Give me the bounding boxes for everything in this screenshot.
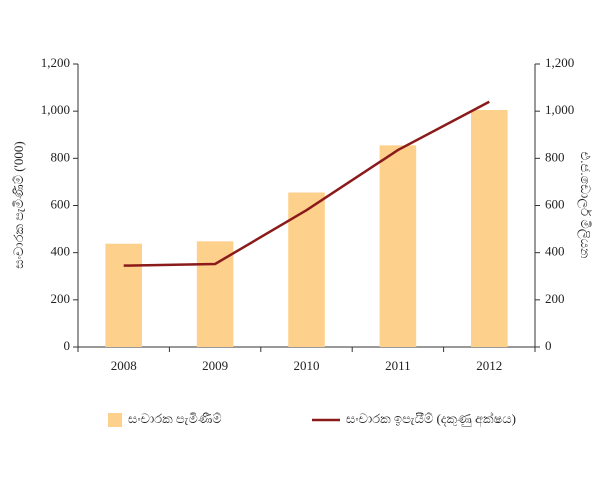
y-tick-label: 800 [51, 149, 71, 164]
x-tick-label: 2008 [111, 358, 137, 373]
y2-tick-label: 0 [545, 338, 552, 353]
y2-tick-label: 200 [545, 291, 565, 306]
bar [471, 109, 508, 347]
y2-axis-label: එ.ජ.ඩොලර් මිලියන [577, 151, 593, 258]
y-tick-label: 200 [51, 291, 71, 306]
legend-label: සංචාරක පැමිණීම් [128, 411, 222, 426]
bar [196, 241, 234, 347]
y-tick-label: 600 [51, 196, 71, 211]
x-tick-label: 2011 [385, 358, 411, 373]
y2-tick-label: 800 [545, 149, 565, 164]
y2-tick-label: 1,000 [545, 102, 574, 117]
x-tick-label: 2010 [294, 358, 320, 373]
line [123, 100, 490, 267]
y-axis-label: සංචාරක පැමිණීම් ('000) [11, 141, 26, 268]
legend-swatch [108, 413, 122, 427]
x-tick-label: 2012 [476, 358, 502, 373]
y-tick-label: 400 [51, 244, 71, 259]
bar [288, 192, 325, 347]
y2-tick-label: 600 [545, 196, 565, 211]
y2-tick-label: 1,200 [545, 55, 574, 70]
bar [105, 243, 142, 347]
bar [379, 145, 417, 347]
y-tick-label: 1,000 [41, 102, 70, 117]
legend-label: සංචාරක ඉපැයීම් (දකුණු අක්ෂය) [346, 411, 516, 427]
y-tick-label: 1,200 [41, 55, 70, 70]
x-tick-label: 2009 [202, 358, 228, 373]
y2-tick-label: 400 [545, 244, 565, 259]
y-tick-label: 0 [64, 338, 71, 353]
